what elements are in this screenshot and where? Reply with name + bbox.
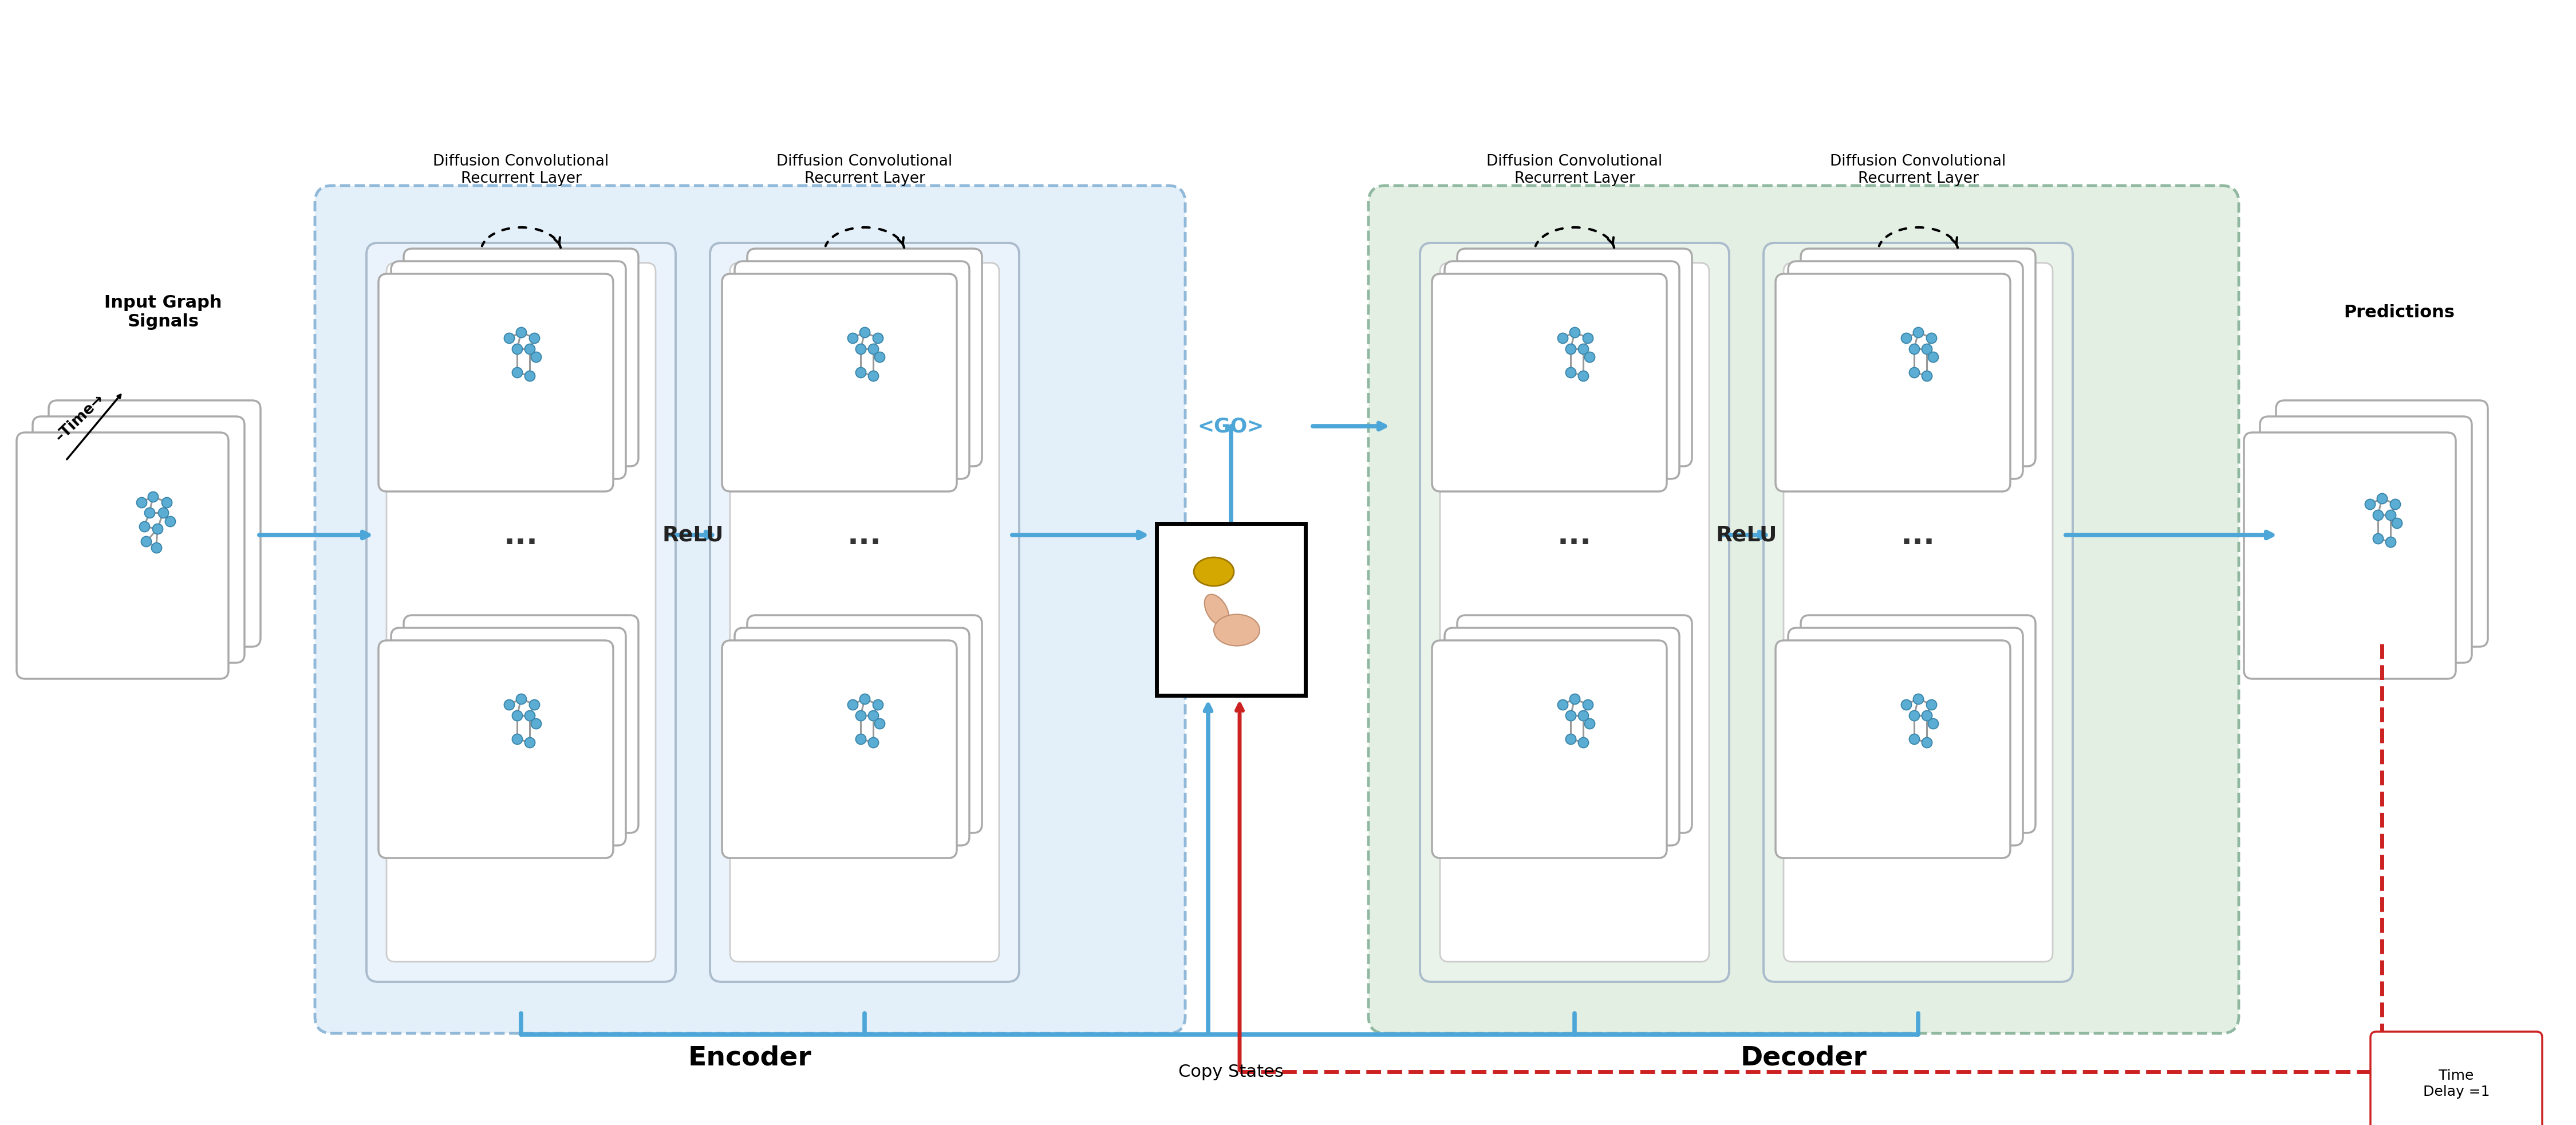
FancyBboxPatch shape <box>2370 1032 2543 1125</box>
FancyBboxPatch shape <box>386 263 657 962</box>
Ellipse shape <box>1206 595 1229 626</box>
Text: Predictions: Predictions <box>2344 304 2455 321</box>
Text: Diffusion Convolutional
Recurrent Layer: Diffusion Convolutional Recurrent Layer <box>433 154 608 186</box>
FancyBboxPatch shape <box>1801 249 2035 467</box>
FancyBboxPatch shape <box>1788 262 2022 479</box>
Text: ReLU: ReLU <box>1716 525 1777 546</box>
FancyBboxPatch shape <box>721 274 956 492</box>
Ellipse shape <box>1193 558 1234 586</box>
FancyBboxPatch shape <box>1775 640 2009 858</box>
FancyBboxPatch shape <box>1801 615 2035 832</box>
Ellipse shape <box>1213 614 1260 646</box>
Text: ...: ... <box>1901 521 1935 550</box>
Text: Decoder: Decoder <box>1741 1045 1868 1071</box>
FancyBboxPatch shape <box>1368 186 2239 1034</box>
Text: Time
Delay =1: Time Delay =1 <box>2424 1069 2488 1098</box>
FancyBboxPatch shape <box>33 416 245 663</box>
FancyBboxPatch shape <box>729 263 999 962</box>
FancyBboxPatch shape <box>721 640 956 858</box>
Text: Input Graph
Signals: Input Graph Signals <box>106 294 222 330</box>
FancyBboxPatch shape <box>1788 628 2022 846</box>
FancyBboxPatch shape <box>1458 249 1692 467</box>
FancyBboxPatch shape <box>366 243 675 982</box>
FancyBboxPatch shape <box>1775 274 2009 492</box>
FancyBboxPatch shape <box>404 615 639 832</box>
FancyBboxPatch shape <box>2244 433 2455 679</box>
Text: Encoder: Encoder <box>688 1045 811 1071</box>
FancyBboxPatch shape <box>314 186 1185 1034</box>
FancyBboxPatch shape <box>49 400 260 647</box>
FancyBboxPatch shape <box>1157 524 1306 695</box>
FancyBboxPatch shape <box>1445 628 1680 846</box>
FancyBboxPatch shape <box>711 243 1020 982</box>
FancyBboxPatch shape <box>392 262 626 479</box>
FancyBboxPatch shape <box>1440 263 1708 962</box>
FancyBboxPatch shape <box>2277 400 2488 647</box>
FancyBboxPatch shape <box>747 615 981 832</box>
Text: ...: ... <box>848 521 881 550</box>
FancyBboxPatch shape <box>1765 243 2074 982</box>
Text: <GO>: <GO> <box>1198 416 1265 436</box>
FancyBboxPatch shape <box>1419 243 1728 982</box>
Text: Diffusion Convolutional
Recurrent Layer: Diffusion Convolutional Recurrent Layer <box>1829 154 2007 186</box>
FancyBboxPatch shape <box>1432 274 1667 492</box>
FancyBboxPatch shape <box>15 433 229 679</box>
FancyBboxPatch shape <box>392 628 626 846</box>
Text: ...: ... <box>1558 521 1592 550</box>
FancyBboxPatch shape <box>1445 262 1680 479</box>
Text: ReLU: ReLU <box>662 525 724 546</box>
FancyBboxPatch shape <box>1783 263 2053 962</box>
Text: –Time→: –Time→ <box>52 391 108 444</box>
FancyBboxPatch shape <box>379 640 613 858</box>
FancyBboxPatch shape <box>404 249 639 467</box>
FancyBboxPatch shape <box>379 274 613 492</box>
Text: Diffusion Convolutional
Recurrent Layer: Diffusion Convolutional Recurrent Layer <box>775 154 953 186</box>
FancyBboxPatch shape <box>2259 416 2473 663</box>
FancyBboxPatch shape <box>1432 640 1667 858</box>
Text: Copy States: Copy States <box>1177 1063 1283 1080</box>
Text: ...: ... <box>505 521 538 550</box>
FancyBboxPatch shape <box>747 249 981 467</box>
FancyBboxPatch shape <box>734 262 969 479</box>
FancyBboxPatch shape <box>1458 615 1692 832</box>
Text: Diffusion Convolutional
Recurrent Layer: Diffusion Convolutional Recurrent Layer <box>1486 154 1662 186</box>
FancyBboxPatch shape <box>734 628 969 846</box>
